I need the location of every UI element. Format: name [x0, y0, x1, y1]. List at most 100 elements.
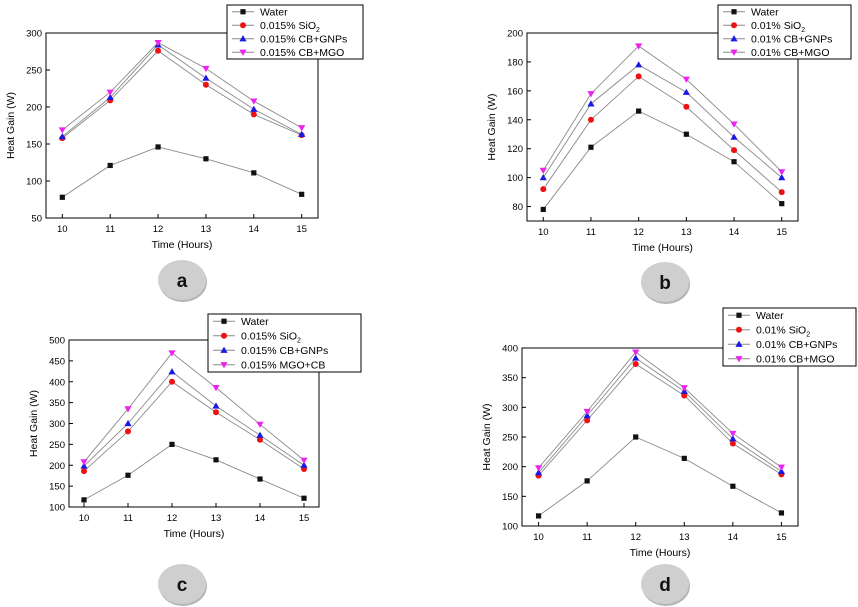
legend-marker — [735, 356, 743, 363]
data-point — [730, 133, 738, 140]
y-tick-label: 350 — [502, 373, 518, 384]
x-axis-label: Time (Hours) — [632, 242, 693, 254]
data-point — [124, 419, 132, 427]
legend-marker — [240, 9, 246, 15]
x-tick-label: 12 — [153, 224, 164, 235]
data-point — [584, 417, 591, 424]
data-point — [731, 159, 737, 165]
x-tick-label: 13 — [201, 224, 212, 235]
panel-badge: c — [158, 564, 207, 606]
legend-marker — [239, 49, 247, 56]
data-point — [778, 189, 785, 196]
series-line — [538, 436, 782, 517]
y-axis-label: Heat Gain (W) — [28, 390, 40, 457]
x-tick-label: 13 — [211, 513, 222, 524]
data-point — [632, 361, 639, 368]
legend-marker — [220, 362, 228, 369]
data-point — [106, 93, 114, 100]
data-point — [777, 467, 786, 475]
data-point — [250, 105, 258, 112]
data-point — [632, 349, 640, 356]
data-point — [125, 472, 131, 478]
data-point — [778, 174, 786, 181]
y-tick-label: 300 — [49, 419, 65, 430]
data-point — [583, 412, 591, 419]
x-tick-label: 13 — [679, 532, 690, 543]
x-tick-label: 11 — [586, 227, 596, 238]
data-point — [534, 465, 543, 472]
legend-label: 0.015% CB+MGO — [260, 47, 344, 59]
legend-marker — [730, 35, 738, 42]
data-point — [59, 194, 65, 200]
data-point — [633, 434, 639, 440]
legend-marker — [240, 22, 246, 29]
data-point — [169, 378, 175, 385]
data-point — [257, 476, 263, 482]
legend-label: 0.01% SiO2 — [756, 325, 810, 339]
data-point — [250, 111, 257, 118]
data-point — [778, 169, 786, 176]
legend-marker — [736, 326, 742, 333]
legend-label: Water — [751, 7, 779, 19]
data-point — [301, 495, 307, 501]
x-axis-label: Time (Hours) — [630, 547, 691, 559]
panel-badge-label: b — [659, 273, 671, 294]
series-line — [83, 381, 305, 472]
legend-box — [207, 313, 362, 373]
panel-badge-circle — [641, 564, 689, 604]
panel-badge-circle — [158, 260, 206, 300]
chart-panel-a: 50 100 150 200 250 300 10 11 12 13 14 15 Time (Hours… — [5, 4, 364, 302]
y-tick-label: 100 — [26, 177, 42, 188]
data-point — [168, 368, 176, 375]
y-tick-label: 200 — [502, 462, 518, 473]
series-line — [542, 110, 783, 210]
panel-badge-circle — [641, 262, 689, 302]
data-point — [535, 513, 542, 519]
data-point — [729, 440, 736, 447]
legend-marker — [731, 9, 737, 15]
x-tick-label: 10 — [538, 227, 549, 238]
legend-label: 0.01% SiO2 — [751, 20, 805, 34]
data-point — [584, 478, 590, 484]
data-point — [635, 61, 643, 68]
y-tick-label: 300 — [26, 29, 42, 40]
panel-badge: d — [641, 564, 690, 606]
y-tick-label: 300 — [502, 403, 518, 414]
data-point — [169, 441, 175, 447]
data-point — [300, 461, 308, 468]
legend-label: Water — [756, 310, 784, 322]
legend-box — [722, 307, 857, 367]
legend-marker — [220, 346, 228, 353]
series-line — [538, 357, 782, 473]
series-line — [542, 64, 783, 178]
data-point — [539, 174, 547, 181]
y-tick-label: 400 — [49, 377, 65, 388]
y-tick-label: 400 — [502, 344, 518, 355]
data-point — [298, 125, 306, 132]
y-tick-label: 450 — [49, 356, 65, 367]
x-tick-label: 14 — [249, 224, 260, 235]
y-tick-label: 200 — [26, 103, 42, 114]
y-tick-label: 250 — [49, 440, 65, 451]
data-point — [729, 435, 737, 442]
data-point — [212, 402, 220, 409]
data-point — [587, 91, 595, 98]
x-tick-label: 10 — [533, 532, 544, 543]
data-point — [155, 144, 161, 150]
data-point — [635, 43, 643, 50]
data-point — [682, 88, 690, 95]
data-point — [251, 170, 257, 176]
data-point — [80, 459, 88, 466]
data-point — [154, 40, 162, 47]
x-tick-label: 13 — [681, 227, 692, 238]
plot-frame — [526, 32, 799, 222]
y-tick-label: 120 — [507, 144, 523, 155]
x-tick-label: 11 — [582, 532, 592, 543]
data-point — [58, 133, 66, 140]
data-point — [587, 116, 594, 123]
data-point — [80, 462, 88, 469]
data-point — [81, 468, 87, 475]
